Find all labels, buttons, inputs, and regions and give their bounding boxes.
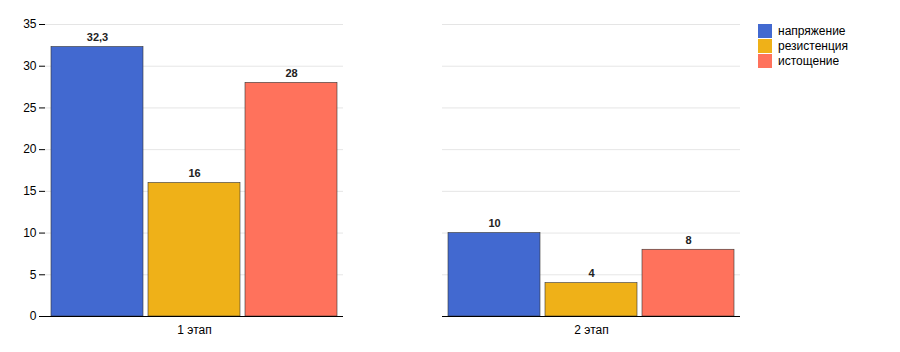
html-text:напряжение: напряжение [778, 24, 846, 38]
svg-text:28: 28 [285, 67, 297, 79]
html-text:резистенция: резистенция [778, 39, 848, 53]
svg-text:2 этап: 2 этап [574, 323, 608, 337]
svg-text:4: 4 [588, 267, 595, 279]
svg-text:35: 35 [23, 17, 37, 31]
svg-text:30: 30 [23, 59, 37, 73]
svg-text:32,3: 32,3 [87, 31, 108, 43]
svg-text:16: 16 [188, 167, 200, 179]
svg-text:1 этап: 1 этап [177, 323, 211, 337]
html-text:истощение: истощение [778, 54, 840, 68]
svg-text:25: 25 [23, 101, 37, 115]
svg-text:15: 15 [23, 184, 37, 198]
svg-text:0: 0 [30, 309, 37, 323]
svg-text:10: 10 [488, 217, 500, 229]
svg-text:5: 5 [30, 268, 37, 282]
svg-text:10: 10 [23, 226, 37, 240]
svg-text:20: 20 [23, 142, 37, 156]
svg-text:8: 8 [685, 234, 691, 246]
